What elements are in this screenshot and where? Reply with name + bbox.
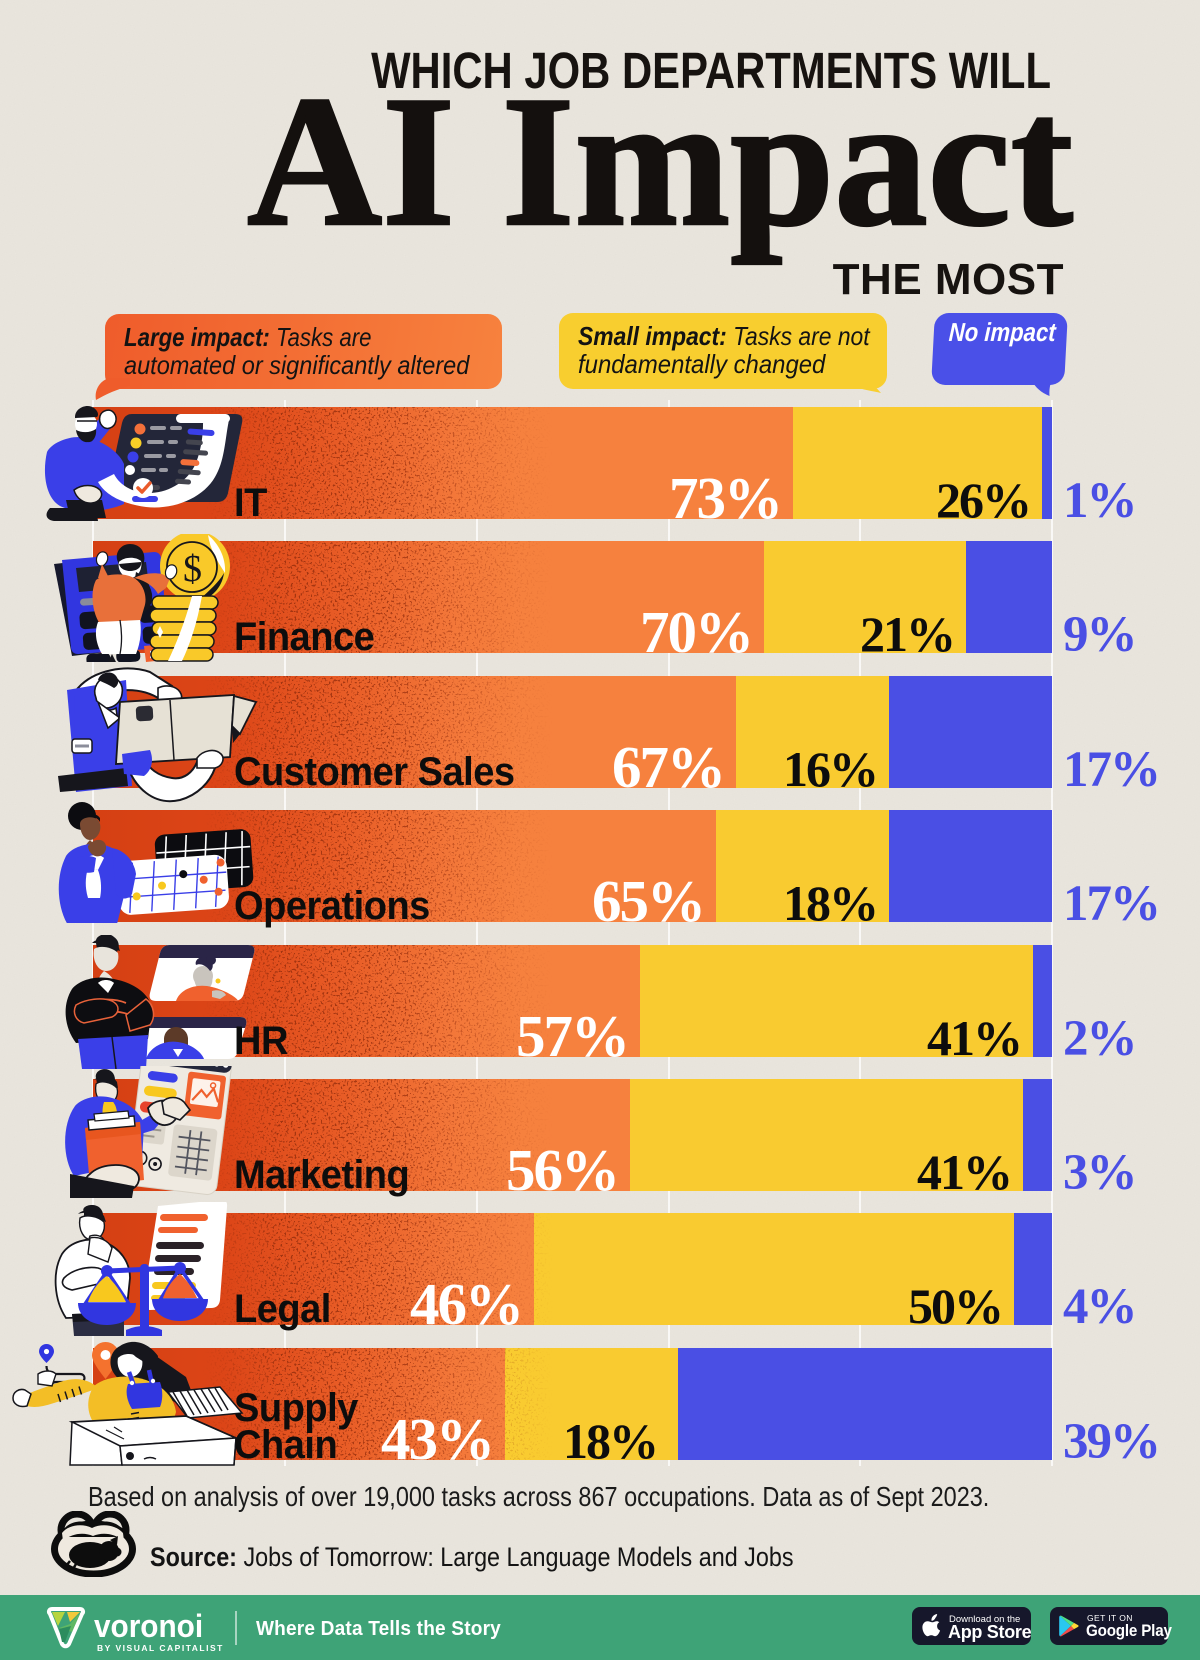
svg-text:$: $ [183,548,202,590]
